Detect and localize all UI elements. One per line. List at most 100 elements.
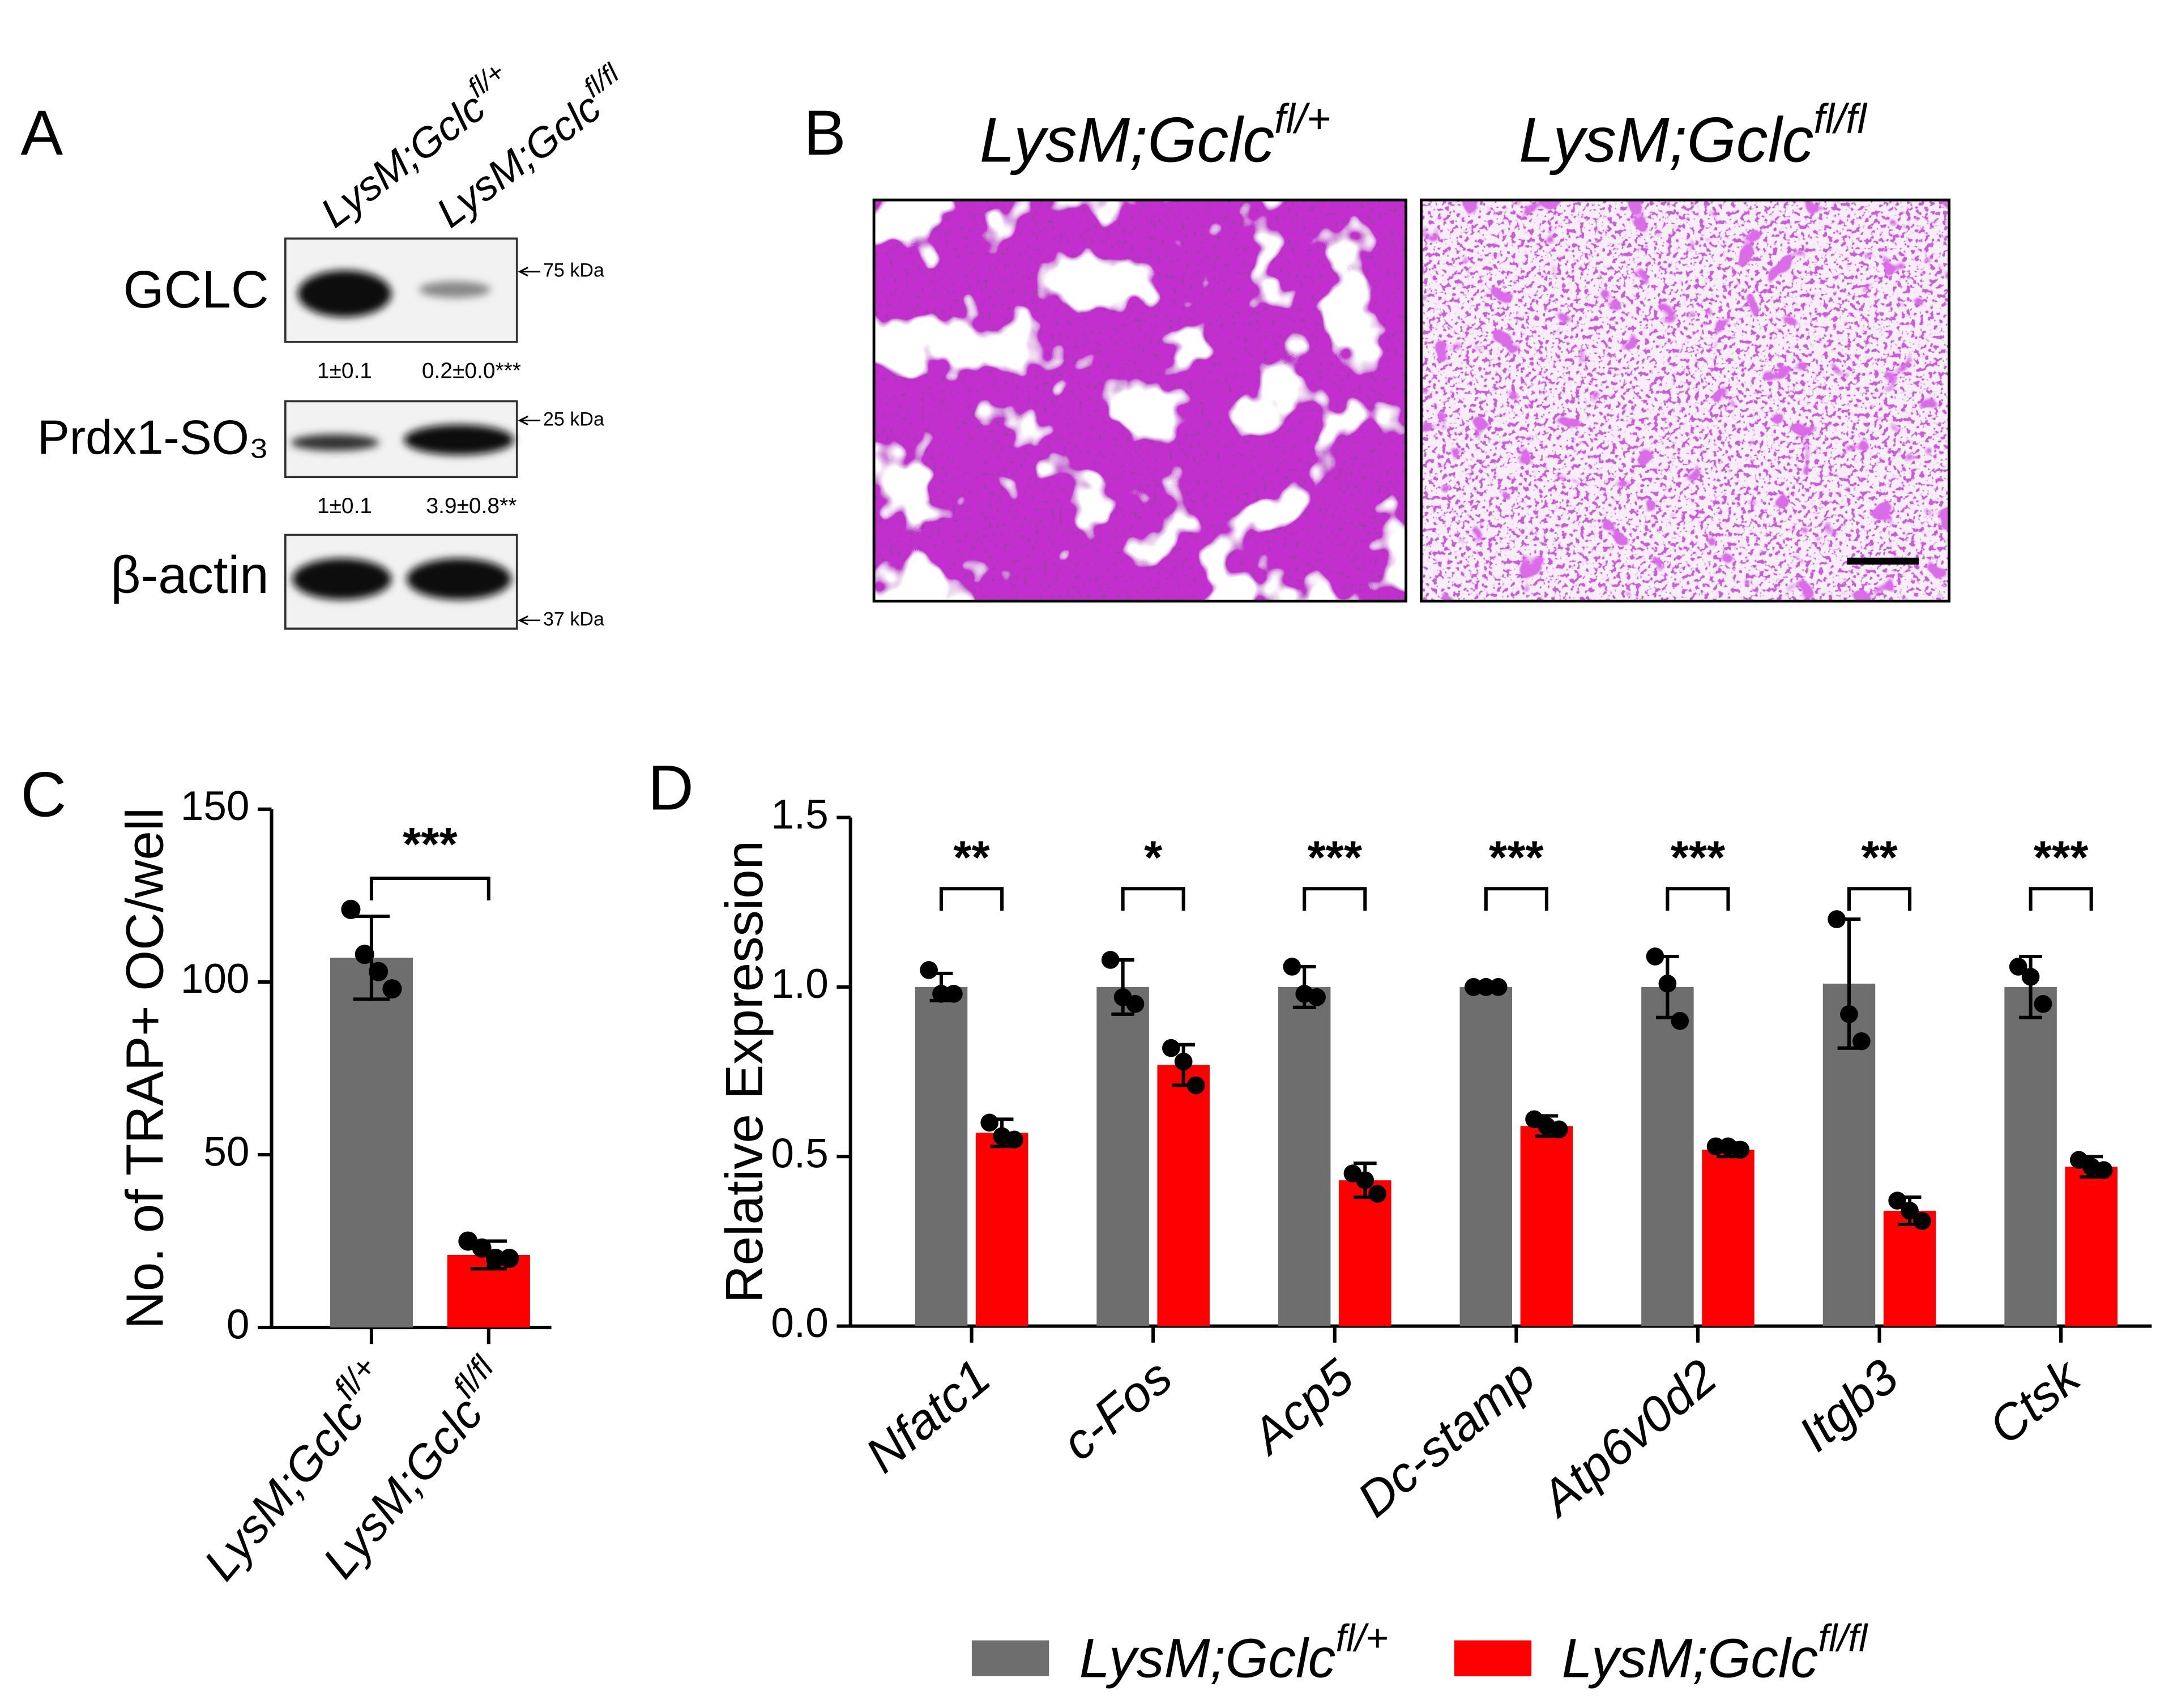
x-tick-label: Atp6v0d2: [1529, 1349, 1727, 1528]
bar: [1339, 1180, 1391, 1326]
marker-arrow: [518, 415, 541, 426]
x-tick-label: Dc-stamp: [1347, 1349, 1546, 1528]
micrograph: [1421, 200, 1949, 601]
significance: ***: [2034, 831, 2089, 883]
image-title-sup: fl/+: [1274, 96, 1330, 142]
x-tick-label-base: Atp6v0d2: [1529, 1349, 1727, 1528]
legend-label-base: LysM;Gclc: [1079, 1627, 1336, 1689]
bar: [1641, 987, 1694, 1326]
data-point: [1476, 978, 1495, 996]
bar: [330, 958, 413, 1328]
y-tick-label: 0.5: [771, 1131, 828, 1177]
quantification: 0.2±0.0***: [422, 359, 521, 383]
band: [292, 558, 392, 600]
legend-label-sup: fl/fl: [1818, 1617, 1868, 1660]
significance: ***: [403, 818, 458, 870]
significance: ***: [1489, 831, 1544, 883]
image-title: LysM;Gclcfl/fl: [1519, 96, 1868, 176]
image-title: LysM;Gclcfl/+: [980, 96, 1331, 176]
size-marker: 25 kDa: [543, 409, 604, 430]
significance: ***: [1671, 831, 1726, 883]
y-tick-label: 100: [181, 956, 250, 1002]
band: [407, 558, 511, 600]
bar: [2004, 987, 2057, 1326]
data-point: [369, 962, 389, 981]
size-marker: 75 kDa: [543, 260, 604, 281]
x-tick-label: Ctsk: [1978, 1347, 2091, 1455]
data-point: [2034, 994, 2052, 1013]
bar: [1459, 987, 1513, 1326]
data-point: [355, 945, 374, 964]
data-point: [1356, 1171, 1374, 1189]
bar: [915, 987, 968, 1326]
micrograph-frame: [872, 198, 1408, 603]
data-point: [2009, 958, 2027, 976]
marker-arrow: [518, 615, 541, 626]
data-point: [1840, 1005, 1858, 1023]
data-point: [1706, 1137, 1725, 1156]
blot-label: Prdx1-SO₃: [37, 411, 269, 465]
significance-bracket: [2029, 887, 2093, 911]
data-point: [1186, 1076, 1205, 1095]
data-point: [1828, 910, 1846, 928]
band: [404, 424, 514, 455]
y-tick-label: 1.5: [771, 792, 828, 838]
data-point: [500, 1249, 519, 1269]
data-point: [1101, 951, 1120, 969]
error-bar: [2019, 954, 2042, 1019]
y-tick-label: 0: [227, 1301, 250, 1347]
bar: [2065, 1167, 2118, 1326]
blot-label: GCLC: [123, 260, 269, 319]
data-point: [1126, 994, 1145, 1013]
significance: **: [1861, 831, 1898, 883]
bar: [1883, 1211, 1936, 1326]
x-tick-label-base: Dc-stamp: [1347, 1349, 1546, 1528]
size-marker: 37 kDa: [543, 608, 604, 630]
quantification: 1±0.1: [317, 359, 372, 383]
bar: [975, 1133, 1028, 1326]
data-point: [1308, 988, 1326, 1006]
data-point: [1174, 1052, 1193, 1071]
bar: [1278, 987, 1331, 1326]
blot-gclc: [284, 237, 518, 343]
quantification: 1±0.1: [317, 494, 372, 518]
x-tick-label: Itgb3: [1788, 1349, 1909, 1462]
band: [419, 281, 491, 298]
data-point: [1888, 1192, 1906, 1210]
data-point: [1465, 978, 1483, 996]
x-tick-label-base: c-Fos: [1052, 1349, 1183, 1471]
blot-prdx1: [284, 400, 518, 479]
panel-label: B: [804, 97, 846, 168]
image-title-base: LysM;Gclc: [980, 104, 1274, 175]
bar: [1702, 1150, 1755, 1326]
y-tick-label: 150: [181, 783, 250, 829]
x-tick-label: Acp5: [1239, 1348, 1364, 1466]
x-tick-label-base: Ctsk: [1978, 1347, 2091, 1455]
x-tick-label-base: Acp5: [1239, 1348, 1364, 1466]
data-point: [485, 1249, 506, 1269]
y-tick-label: 50: [203, 1129, 249, 1175]
data-point: [2094, 1161, 2113, 1180]
legend-label-base: LysM;Gclc: [1562, 1627, 1819, 1689]
x-tick-label: Nfatc1: [855, 1349, 1001, 1484]
panel-label: D: [648, 752, 694, 823]
panel-label: C: [21, 759, 67, 830]
significance-bracket: [369, 876, 490, 900]
data-point: [1658, 975, 1677, 993]
legend-swatch: [971, 1640, 1049, 1676]
data-point: [1731, 1141, 1750, 1159]
marker-arrow: [518, 267, 541, 277]
image-title-base: LysM;Gclc: [1519, 104, 1813, 175]
data-point: [2021, 968, 2040, 986]
bar: [1096, 987, 1149, 1326]
bar: [1520, 1126, 1573, 1326]
y-tick-label: 1.0: [771, 961, 828, 1007]
micrograph-frame: [1419, 198, 1951, 603]
legend-label-sup: fl/+: [1335, 1617, 1388, 1660]
x-tick-label-base: Itgb3: [1788, 1349, 1909, 1462]
legend-swatch: [1454, 1640, 1532, 1676]
band: [297, 270, 392, 317]
significance: ***: [1307, 831, 1362, 883]
